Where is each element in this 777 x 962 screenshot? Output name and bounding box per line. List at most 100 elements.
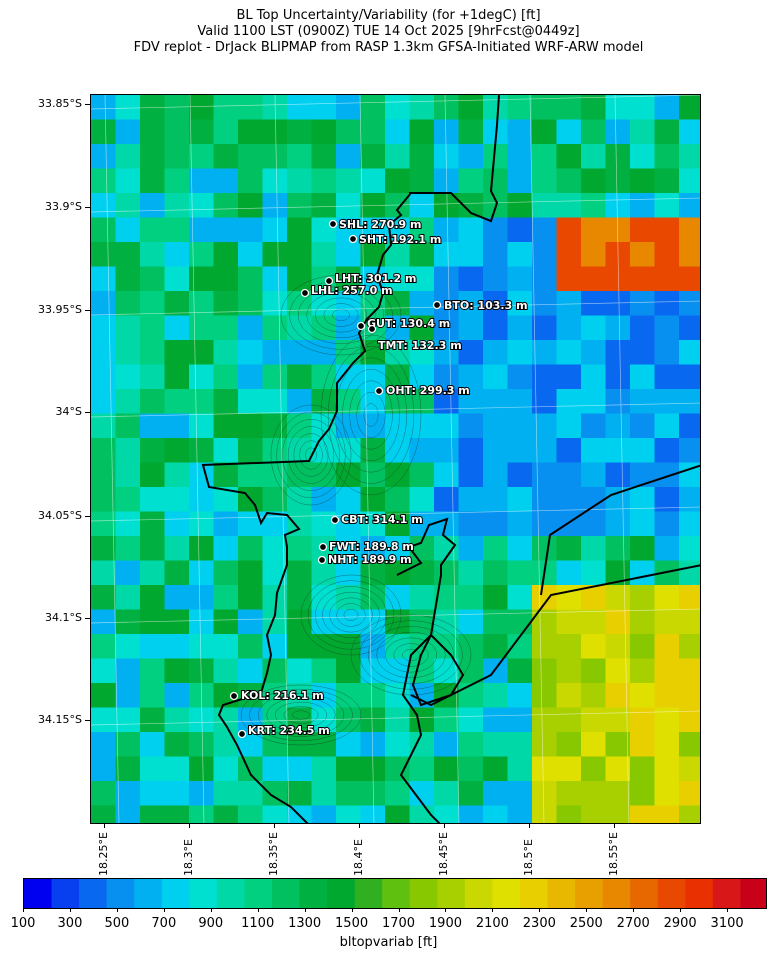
colorbar-tick-label: 3100 [710, 916, 744, 931]
colorbar-swatch [24, 879, 53, 908]
station-fwt[interactable]: FWT: 189.8 m [318, 539, 415, 554]
colorbar-swatch [740, 879, 766, 908]
colorbar-tick-label: 2300 [522, 916, 556, 931]
lat-label: 34.15°S [38, 713, 82, 726]
station-marker [318, 542, 328, 552]
colorbar-tick-label: 2100 [475, 916, 509, 931]
station-marker [229, 691, 239, 701]
colorbar-swatch [216, 879, 245, 908]
colorbar-tick-label: 1300 [288, 916, 322, 931]
colorbar-tick-label: 1900 [428, 916, 462, 931]
color-field [91, 95, 700, 823]
colorbar-swatch [547, 879, 576, 908]
lon-label: 18.45°E [437, 832, 450, 876]
colorbar-swatch [79, 879, 108, 908]
colorbar-swatch [630, 879, 659, 908]
station-label: OHT: 299.3 m [386, 384, 470, 397]
station-shl[interactable]: SHL: 270.9 m [328, 217, 422, 232]
station-gut[interactable]: GUT: 130.4 m [356, 316, 451, 331]
station-bto[interactable]: BTO: 103.3 m [432, 298, 529, 313]
station-label: SHT: 192.1 m [359, 233, 441, 246]
colorbar-swatch [134, 879, 163, 908]
colorbar-label: bltopvariab [ft] [339, 935, 438, 950]
station-marker [356, 321, 366, 331]
station-marker [237, 729, 247, 739]
colorbar-swatch [492, 879, 521, 908]
station-lht[interactable]: LHT: 301.2 m [324, 271, 417, 286]
title-line-1: BL Top Uncertainty/Variability (for +1de… [236, 8, 541, 23]
graticule [91, 95, 700, 823]
station-marker [432, 300, 442, 310]
lat-label: 34°S [55, 405, 82, 418]
lon-label: 18.5°E [522, 839, 535, 876]
station-label: BTO: 103.3 m [444, 299, 528, 312]
colorbar-swatch [575, 879, 604, 908]
station-label: FWT: 189.8 m [329, 540, 414, 553]
colorbar-swatch [51, 879, 80, 908]
station-marker [374, 386, 384, 396]
colorbar-tick-label: 100 [10, 916, 36, 931]
station-label: KOL: 216.1 m [241, 689, 324, 702]
colorbar-tick-label: 2900 [663, 916, 697, 931]
colorbar-tick-label: 1700 [381, 916, 416, 931]
title-line-2: Valid 1100 LST (0900Z) TUE 14 Oct 2025 [… [197, 24, 580, 39]
colorbar-swatch [354, 879, 383, 908]
colorbar-tick-label: 500 [104, 916, 130, 931]
station-lhl[interactable]: LHL: 257.0 m [300, 283, 394, 298]
colorbar-swatch [437, 879, 466, 908]
colorbar-swatch [685, 879, 714, 908]
map-canvas: SHL: 270.9 m SHT: 192.1 m LHT: 301.2 mLHL:… [91, 95, 700, 823]
colorbar-swatch [657, 879, 686, 908]
station-krt[interactable]: KRT: 234.5 m [237, 723, 331, 739]
colorbar-swatch [106, 879, 135, 908]
lat-label: 33.9°S [45, 200, 82, 213]
lat-label: 33.85°S [38, 97, 82, 110]
lon-label: 18.3°E [182, 839, 195, 876]
station-sht[interactable]: SHT: 192.1 m [348, 232, 442, 247]
colorbar-tick-label: 700 [151, 916, 177, 931]
lat-label: 33.95°S [38, 303, 82, 316]
lat-label: 34.05°S [38, 509, 82, 522]
colorbar-tick-label: 1100 [241, 916, 275, 931]
colorbar-swatch [189, 879, 218, 908]
station-marker [330, 515, 340, 525]
colorbar-swatch [382, 879, 411, 908]
station-nht[interactable]: NHT: 189.9 m [317, 552, 413, 567]
station-marker [348, 234, 358, 244]
station-label: LHL: 257.0 m [311, 284, 393, 297]
colorbar-tick-label: 2700 [616, 916, 650, 931]
lon-label: 18.35°E [267, 832, 280, 876]
colorbar-swatch [244, 879, 273, 908]
station-tmt[interactable]: TMT: 132.3 m [367, 324, 463, 353]
coastline [201, 95, 700, 823]
colorbar-swatch [712, 879, 741, 908]
station-label: GUT: 130.4 m [367, 317, 450, 330]
colorbar-tick-label: 1500 [335, 916, 369, 931]
station-cbt[interactable]: CBT: 314.1 m [330, 512, 424, 527]
station-marker [317, 555, 327, 565]
station-label: TMT: 132.3 m [378, 339, 462, 352]
lat-label: 34.1°S [45, 611, 82, 624]
station-marker [324, 276, 334, 286]
colorbar-swatch [409, 879, 438, 908]
title-line-3: FDV replot - DrJack BLIPMAP from RASP 1.… [133, 40, 644, 55]
lon-label: 18.4°E [352, 839, 365, 876]
station-marker [328, 219, 338, 229]
station-marker [300, 288, 310, 298]
lon-label: 18.55°E [607, 832, 620, 876]
colorbar-tick-label: 2500 [569, 916, 603, 931]
map-panel[interactable]: SHL: 270.9 m SHT: 192.1 m LHT: 301.2 m LHL:… [90, 94, 701, 824]
station-label: KRT: 234.5 m [248, 724, 330, 737]
station-oht[interactable]: OHT: 299.3 m [374, 383, 471, 398]
colorbar-swatch [602, 879, 631, 908]
colorbar-swatch [299, 879, 328, 908]
station-kol[interactable]: KOL: 216.1 m [229, 688, 325, 703]
colorbar-swatch [272, 879, 301, 908]
colorbar-swatch [520, 879, 549, 908]
station-marker [367, 324, 377, 334]
lon-label: 18.25°E [97, 832, 110, 876]
station-label: CBT: 314.1 m [341, 513, 423, 526]
colorbar [23, 878, 767, 909]
colorbar-swatch [161, 879, 190, 908]
colorbar-swatch [464, 879, 493, 908]
